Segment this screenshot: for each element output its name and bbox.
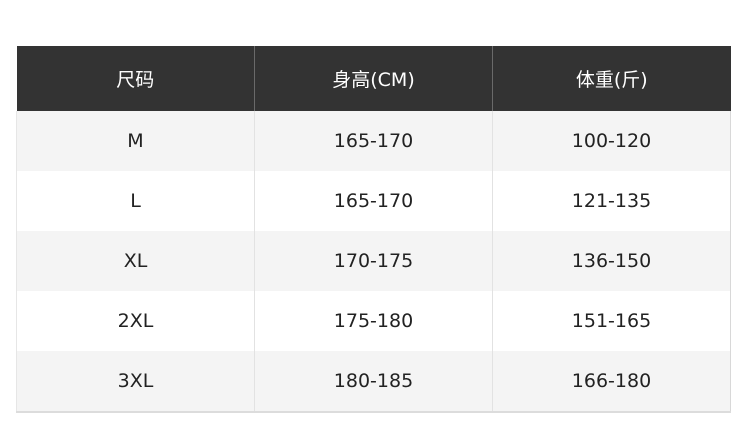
height-cell: 165-170 — [254, 111, 493, 171]
size-cell: 3XL — [16, 351, 255, 413]
weight-cell: 136-150 — [492, 231, 731, 291]
size-cell: M — [16, 111, 255, 171]
size-cell: L — [16, 171, 255, 231]
table-row: 2XL 175-180 151-165 — [16, 291, 731, 351]
weight-cell: 121-135 — [492, 171, 731, 231]
weight-cell: 100-120 — [492, 111, 731, 171]
table-row: 3XL 180-185 166-180 — [16, 351, 731, 413]
header-row: 尺码 身高(CM) 体重(斤) — [16, 46, 731, 111]
height-cell: 165-170 — [254, 171, 493, 231]
size-cell: XL — [16, 231, 255, 291]
table-row: L 165-170 121-135 — [16, 171, 731, 231]
height-cell: 180-185 — [254, 351, 493, 413]
height-cell: 175-180 — [254, 291, 493, 351]
size-chart-table: 尺码 身高(CM) 体重(斤) M 165-170 100-120 L 165-170 1… — [16, 46, 731, 413]
table-row: XL 170-175 136-150 — [16, 231, 731, 291]
weight-cell: 166-180 — [492, 351, 731, 413]
height-cell: 170-175 — [254, 231, 493, 291]
table-row: M 165-170 100-120 — [16, 111, 731, 171]
size-cell: 2XL — [16, 291, 255, 351]
weight-cell: 151-165 — [492, 291, 731, 351]
header-height: 身高(CM) — [254, 46, 493, 111]
header-weight: 体重(斤) — [492, 46, 731, 111]
header-size: 尺码 — [16, 46, 255, 111]
